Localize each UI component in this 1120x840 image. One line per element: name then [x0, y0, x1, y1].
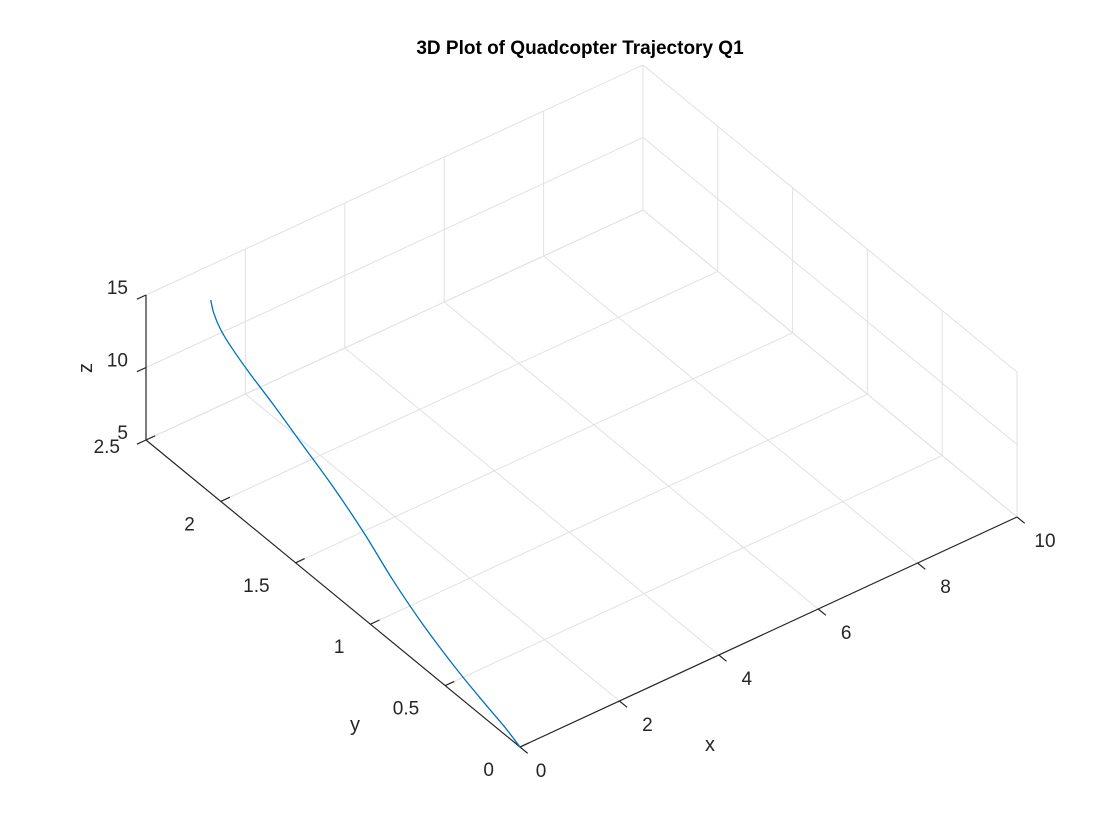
x-tick-mark	[619, 700, 628, 708]
floor-gridline-x	[344, 347, 720, 656]
x-tick-label: 6	[841, 623, 852, 644]
y-tick-mark	[295, 558, 305, 564]
y-tick-mark	[370, 619, 380, 625]
y-tick-label: 1	[334, 637, 345, 658]
y-tick-mark	[220, 496, 231, 502]
z-tick-mark	[136, 439, 147, 445]
y-tick-label: 0.5	[393, 699, 419, 720]
x-tick-mark	[817, 608, 827, 616]
side-wall-gridline-z	[642, 64, 1018, 373]
floor-gridline-y	[295, 332, 793, 564]
side-wall-gridline-z	[642, 209, 1018, 518]
floor-gridline-y	[220, 270, 719, 502]
x-tick-mark	[917, 562, 926, 570]
x-tick-label: 8	[940, 577, 951, 598]
x-tick-mark	[519, 746, 529, 754]
z-axis-label: z	[75, 363, 97, 373]
x-tick-label: 0	[536, 761, 547, 782]
floor-gridline-x	[245, 393, 620, 702]
x-tick-label: 4	[742, 669, 753, 690]
x-axis-line	[519, 516, 1018, 748]
x-tick-mark	[718, 654, 727, 662]
floor-gridline-y	[370, 393, 868, 625]
floor-gridline-x	[443, 301, 819, 610]
y-axis-line	[145, 439, 521, 748]
x-axis-label: x	[705, 734, 715, 756]
y-tick-label: 1.5	[243, 576, 269, 597]
y-tick-mark	[444, 680, 455, 687]
y-tick-mark	[519, 742, 530, 748]
back-wall-gridline-z	[145, 137, 644, 368]
axis-ticks	[136, 294, 1026, 754]
x-tick-mark	[1016, 516, 1026, 524]
floor-gridline-y	[444, 455, 943, 687]
z-tick-label: 10	[107, 351, 128, 372]
back-gridlines	[145, 64, 1018, 748]
floor-gridline-x	[543, 255, 918, 564]
x-tick-label: 10	[1034, 531, 1055, 552]
z-tick-mark	[136, 294, 147, 300]
z-tick-label: 5	[117, 423, 128, 444]
back-wall-gridline-z	[145, 64, 644, 296]
z-tick-label: 15	[107, 278, 128, 299]
chart-title: 3D Plot of Quadcopter Trajectory Q1	[416, 38, 744, 59]
side-wall-gridline-z	[642, 137, 1018, 445]
y-tick-label: 2	[184, 514, 195, 535]
y-tick-mark	[145, 435, 156, 441]
x-tick-label: 2	[642, 715, 653, 736]
z-tick-mark	[136, 366, 147, 373]
y-tick-label: 0	[483, 760, 494, 781]
y-axis-label: y	[350, 714, 360, 736]
back-wall-gridline-z	[145, 209, 644, 441]
series-layer	[210, 299, 521, 748]
axis-labels: 0 2 4 6 8 10 0 0.5 1 1.5 2 2.55 10 15	[94, 278, 1056, 782]
axis-lines	[145, 295, 1018, 748]
series-0-trajectory-line	[210, 299, 521, 748]
y-tick-label: 2.5	[94, 437, 120, 458]
